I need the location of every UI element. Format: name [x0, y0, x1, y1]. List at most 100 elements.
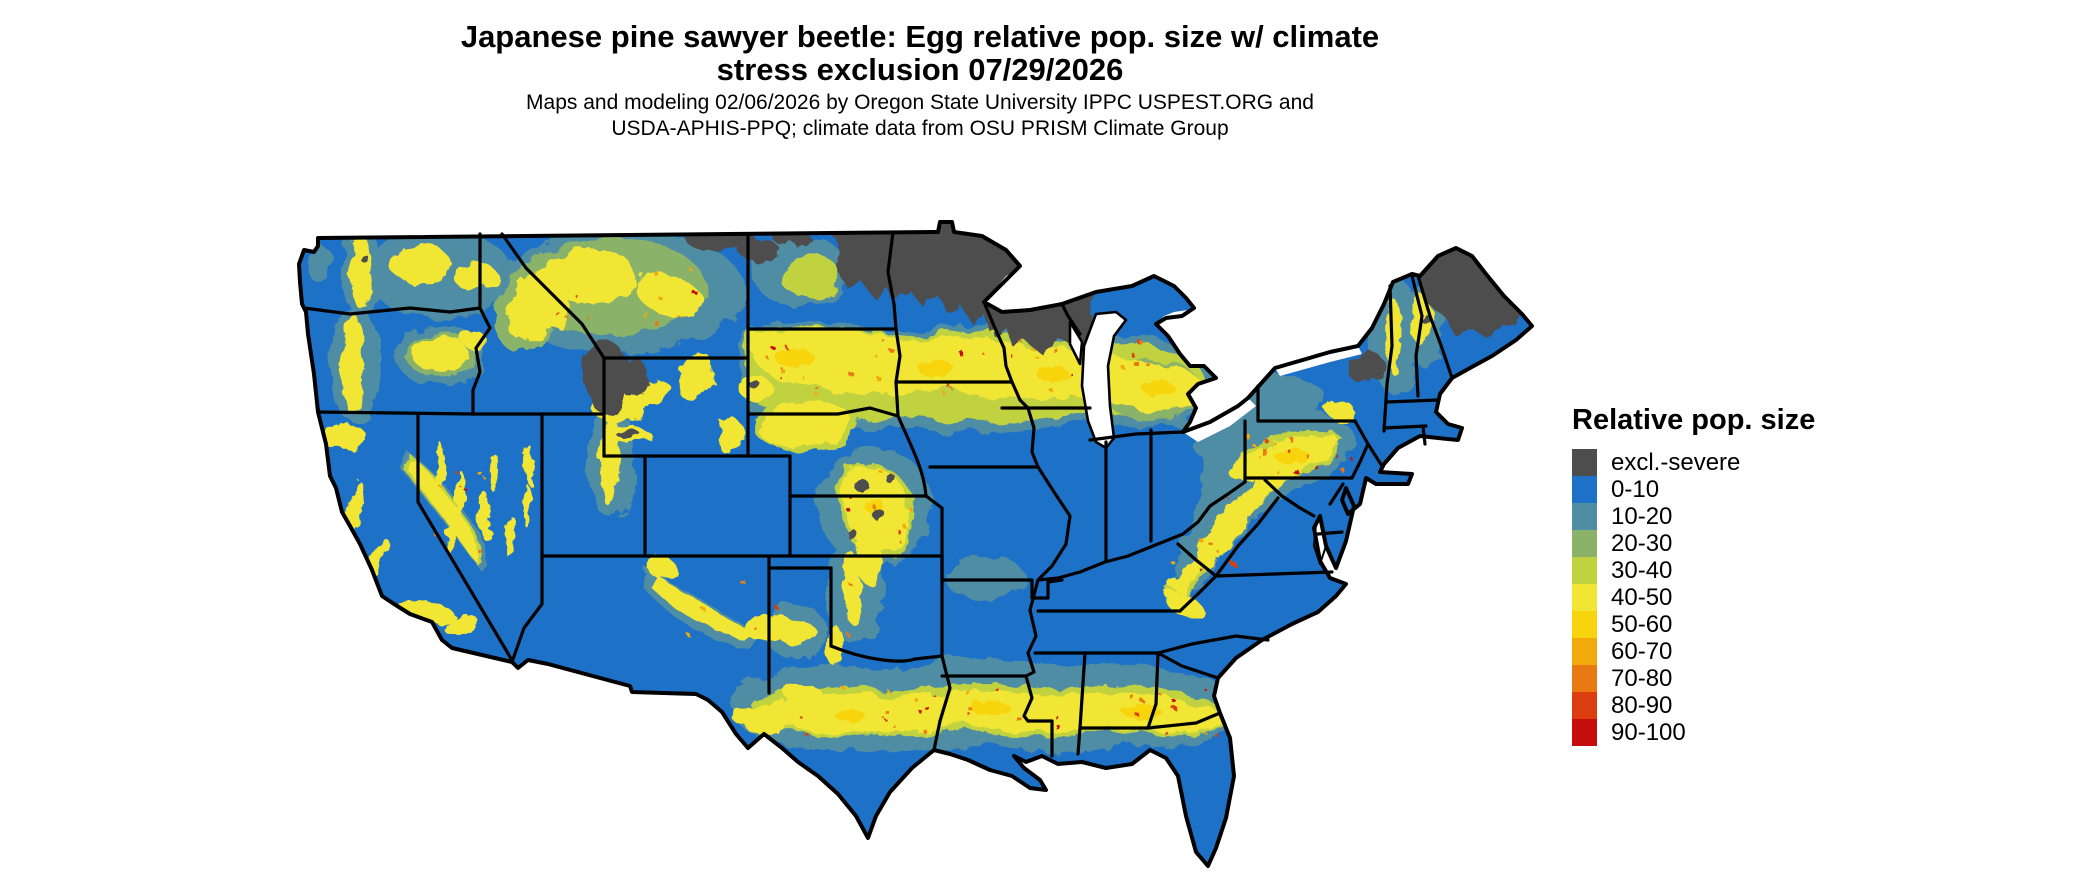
- legend-label: 90-100: [1611, 718, 1686, 746]
- legend-label: 0-10: [1611, 475, 1660, 503]
- speckle: [433, 533, 436, 536]
- lake-huron: [1156, 310, 1228, 378]
- speckle: [883, 717, 886, 720]
- legend-item: 0-10: [1572, 476, 1815, 503]
- speckle: [948, 384, 952, 388]
- map-subtitle-line2: USDA-APHIS-PPQ; climate data from OSU PR…: [611, 117, 1229, 140]
- legend-label: 40-50: [1611, 583, 1673, 611]
- legend-item: 70-80: [1572, 665, 1815, 692]
- speckle: [925, 706, 929, 710]
- speckle: [688, 267, 692, 271]
- speckle: [1294, 469, 1299, 475]
- legend-swatch: [1572, 476, 1597, 503]
- speckle: [845, 632, 849, 635]
- speckle: [1120, 365, 1125, 370]
- speckle: [687, 634, 691, 638]
- speckle: [1289, 437, 1294, 442]
- speckle: [1208, 541, 1212, 545]
- speckle: [1140, 341, 1144, 346]
- speckle: [479, 472, 484, 477]
- legend-swatch: [1572, 530, 1597, 557]
- lake-erie: [1183, 398, 1256, 442]
- speckle: [1199, 568, 1202, 572]
- speckle: [478, 549, 483, 554]
- speckle: [458, 484, 462, 488]
- speckle: [753, 626, 757, 630]
- speckle: [1128, 693, 1133, 698]
- map-legend: Relative pop. size excl.-severe 0-10 10-20…: [1572, 404, 1815, 746]
- speckle: [1144, 361, 1149, 365]
- legend-item: 90-100: [1572, 719, 1815, 746]
- speckle: [1216, 550, 1220, 554]
- speckle: [1051, 389, 1055, 394]
- speckle: [1056, 717, 1060, 721]
- legend-swatch: [1572, 638, 1597, 665]
- speckle: [895, 528, 900, 533]
- speckle: [438, 485, 441, 488]
- legend-item: 40-50: [1572, 584, 1815, 611]
- speckle: [1132, 354, 1137, 359]
- speckle: [996, 688, 1000, 693]
- speckle: [1140, 699, 1145, 704]
- speckle: [643, 313, 649, 318]
- speckle: [1231, 561, 1236, 567]
- speckle: [875, 355, 879, 359]
- speckle: [1214, 733, 1218, 737]
- speckle: [1258, 456, 1262, 459]
- legend-item: 60-70: [1572, 638, 1815, 665]
- legend-item: 10-20: [1572, 503, 1815, 530]
- speckle: [893, 725, 897, 729]
- speckle: [1219, 685, 1223, 689]
- speckle: [1335, 454, 1338, 458]
- speckle: [678, 314, 681, 318]
- legend-items: excl.-severe 0-10 10-20 20-30 30-40 40-50 50-6…: [1572, 449, 1815, 746]
- legend-swatch: [1572, 503, 1597, 530]
- speckle: [888, 690, 891, 694]
- legend-label: 20-30: [1611, 529, 1673, 557]
- speckle: [1199, 538, 1204, 543]
- speckle: [1253, 445, 1257, 448]
- speckle: [1031, 348, 1034, 351]
- speckle: [885, 710, 889, 714]
- speckle: [773, 604, 778, 609]
- speckle: [1134, 711, 1138, 716]
- speckle: [815, 386, 819, 390]
- speckle: [1226, 496, 1229, 499]
- speckle: [814, 392, 819, 397]
- speckle: [1203, 731, 1207, 735]
- speckle: [692, 290, 697, 295]
- legend-label: 30-40: [1611, 556, 1673, 584]
- speckle: [1018, 718, 1023, 723]
- speckle: [878, 469, 883, 474]
- speckle: [883, 340, 886, 344]
- speckle: [1287, 449, 1291, 453]
- lake-superior: [984, 252, 1196, 312]
- speckle: [779, 376, 783, 380]
- speckle: [876, 376, 882, 382]
- green-bay: [1068, 320, 1084, 366]
- speckle: [1053, 348, 1058, 353]
- map-subtitle-line1: Maps and modeling 02/06/2026 by Oregon S…: [526, 91, 1314, 114]
- speckle: [965, 690, 970, 695]
- speckle: [1164, 730, 1168, 735]
- speckle: [850, 497, 853, 501]
- speckle: [1056, 725, 1061, 730]
- speckle: [1275, 444, 1279, 448]
- legend-swatch: [1572, 611, 1597, 638]
- speckle: [1262, 452, 1267, 457]
- speckle: [654, 271, 659, 276]
- map-subtitle: Maps and modeling 02/06/2026 by Oregon S…: [0, 90, 1840, 142]
- speckle: [1069, 372, 1072, 375]
- legend-item: 50-60: [1572, 611, 1815, 638]
- speckle: [1314, 465, 1318, 469]
- legend-title: Relative pop. size: [1572, 404, 1816, 436]
- speckle: [919, 710, 923, 714]
- speckle: [1245, 434, 1250, 438]
- speckle: [941, 390, 946, 396]
- speckle: [1276, 471, 1280, 475]
- speckle: [1034, 355, 1038, 358]
- speckle: [1173, 707, 1178, 712]
- speckle: [654, 321, 660, 327]
- speckle: [802, 376, 806, 380]
